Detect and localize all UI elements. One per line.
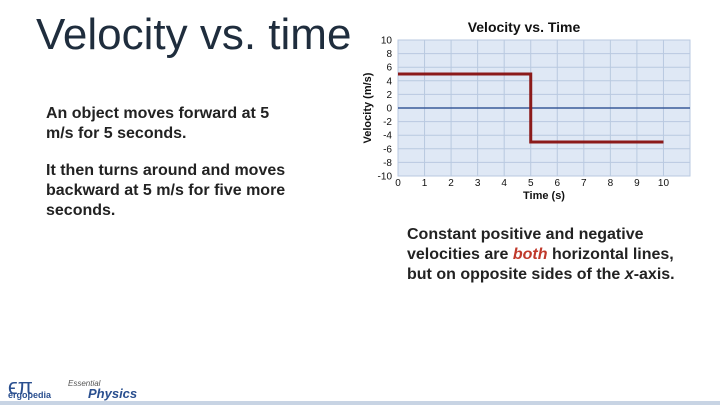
x-tick-label: 3: [475, 178, 481, 189]
paragraph: It then turns around and moves backward …: [46, 162, 286, 219]
x-tick-label: 4: [501, 178, 507, 189]
note-text: -axis.: [633, 266, 675, 283]
chart-title: Velocity vs. Time: [468, 19, 581, 35]
x-tick-label: 6: [554, 178, 560, 189]
note-text: horizontal lines, but on opposite sides …: [407, 246, 674, 283]
x-tick-label: 7: [581, 178, 587, 189]
x-tick-label: 1: [422, 178, 428, 189]
note-text: Constant positive and negative velocitie…: [407, 226, 644, 263]
paragraph: An object moves forward at 5 m/s for 5 s…: [46, 105, 270, 142]
y-tick-label: 0: [386, 104, 392, 115]
y-tick-label: -6: [383, 144, 392, 155]
y-tick-label: -10: [378, 172, 393, 183]
logo-symbol: ϵπ: [8, 374, 33, 399]
x-tick-label: 2: [448, 178, 454, 189]
footer-bar: [0, 401, 720, 405]
y-axis-label: Velocity (m/s): [362, 72, 374, 143]
x-tick-label: 8: [608, 178, 614, 189]
logo-product: Physics: [88, 386, 138, 401]
x-axis-label: Time (s): [523, 190, 565, 202]
note: Constant positive and negative velocitie…: [407, 225, 692, 285]
y-tick-label: 8: [386, 49, 392, 60]
y-tick-label: 6: [386, 63, 392, 74]
y-tick-label: 4: [386, 76, 392, 87]
logo-series: Essential: [68, 379, 101, 388]
note-italic: x: [624, 266, 634, 283]
y-tick-label: -4: [383, 131, 392, 142]
y-tick-label: 2: [386, 90, 392, 101]
x-tick-label: 10: [658, 178, 670, 189]
y-tick-label: -2: [383, 117, 392, 128]
logo-brand: ergopedia: [8, 390, 52, 400]
slide-title: Velocity vs. time: [36, 10, 352, 59]
note-emphasis: both: [512, 246, 548, 263]
x-tick-label: 5: [528, 178, 534, 189]
data-line: [398, 72, 664, 144]
x-tick-label: 9: [634, 178, 640, 189]
x-tick-label: 0: [395, 178, 401, 189]
y-tick-label: -8: [383, 158, 392, 169]
y-tick-label: 10: [381, 36, 393, 47]
